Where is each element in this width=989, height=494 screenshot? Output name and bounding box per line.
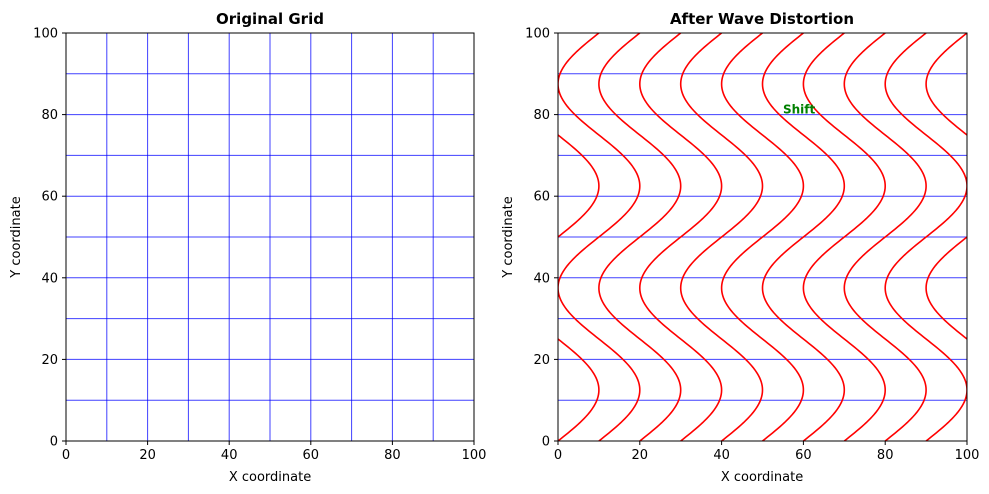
x-axis-label: X coordinate — [229, 470, 311, 485]
y-tick-label: 100 — [525, 27, 550, 42]
y-axis-label: Y coordinate — [501, 196, 516, 278]
x-tick-label: 80 — [877, 448, 894, 463]
chart-title: After Wave Distortion — [670, 10, 854, 28]
axis-ticks: 0 20 40 60 80 100 0 20 40 60 80 100 — [525, 27, 979, 464]
x-tick-label: 80 — [384, 448, 401, 463]
wave-line — [679, 33, 764, 441]
wave-line — [598, 33, 682, 441]
x-axis-label: X coordinate — [721, 470, 803, 485]
wave-distortion-chart: After Wave Distortion Shift 0 20 40 60 80 100… — [501, 10, 979, 485]
x-tick-label: 60 — [795, 448, 812, 463]
wave-line — [720, 33, 805, 441]
chart-title: Original Grid — [216, 10, 324, 28]
x-tick-label: 20 — [139, 448, 156, 463]
y-tick-label: 80 — [533, 108, 550, 123]
y-axis-label: Y coordinate — [9, 196, 24, 278]
wave-line — [802, 33, 887, 441]
y-tick-label: 20 — [41, 353, 58, 368]
y-tick-label: 0 — [50, 435, 58, 450]
x-tick-label: 40 — [221, 448, 238, 463]
grid-lines — [558, 33, 967, 441]
wave-line — [843, 33, 927, 441]
x-tick-label: 100 — [462, 448, 487, 463]
wave-line — [638, 33, 723, 441]
wave-line — [884, 33, 967, 441]
y-tick-label: 40 — [41, 271, 58, 286]
y-tick-label: 80 — [41, 108, 58, 123]
y-tick-label: 20 — [533, 353, 550, 368]
x-tick-label: 60 — [303, 448, 320, 463]
y-tick-label: 0 — [542, 435, 550, 450]
original-grid-chart: Original Grid 0 20 40 60 80 100 0 20 40 60 80 100 X… — [9, 10, 486, 485]
x-tick-label: 40 — [713, 448, 730, 463]
x-tick-label: 0 — [554, 448, 562, 463]
wave-line — [925, 33, 967, 441]
wave-line — [558, 33, 600, 441]
x-tick-label: 20 — [632, 448, 649, 463]
grid-lines — [66, 33, 474, 441]
wave-line — [558, 33, 641, 441]
axis-ticks: 0 20 40 60 80 100 0 20 40 60 80 100 — [33, 27, 486, 464]
x-tick-label: 0 — [62, 448, 70, 463]
plot-frame — [557, 32, 968, 442]
y-tick-label: 40 — [533, 271, 550, 286]
plot-frame — [65, 32, 475, 442]
x-tick-label: 100 — [955, 448, 980, 463]
shift-annotation: Shift — [783, 103, 816, 117]
wave-line — [761, 33, 846, 441]
y-tick-label: 100 — [33, 27, 58, 42]
y-tick-label: 60 — [533, 190, 550, 205]
y-tick-label: 60 — [41, 190, 58, 205]
